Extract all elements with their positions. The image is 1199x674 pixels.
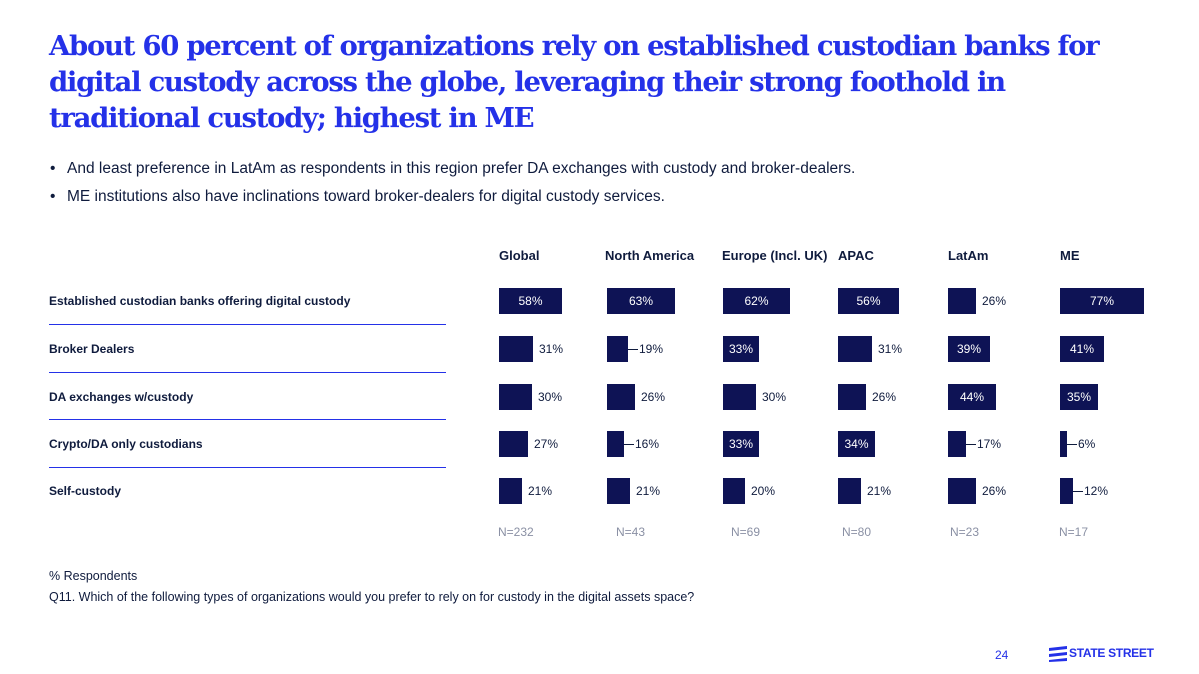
column-header-me: ME [1060, 248, 1080, 263]
data-label-me-3: 6% [1078, 437, 1096, 451]
row-divider [49, 372, 446, 373]
column-header-apac: APAC [838, 248, 874, 263]
data-label-europe-incl-uk-0: 62% [744, 294, 769, 308]
label-leader-me-3 [1067, 444, 1077, 445]
bullet-item: ME institutions also have inclinations t… [49, 186, 1149, 207]
sample-size-global: N=232 [498, 525, 534, 539]
bar-global-1 [499, 336, 533, 362]
bar-global-2 [499, 384, 532, 410]
data-label-apac-1: 31% [878, 342, 903, 356]
bar-apac-0 [838, 288, 899, 314]
data-label-apac-4: 21% [867, 484, 892, 498]
row-divider [49, 467, 446, 468]
data-label-global-0: 58% [518, 294, 543, 308]
data-label-europe-incl-uk-4: 20% [751, 484, 776, 498]
data-label-latam-0: 26% [982, 294, 1007, 308]
bar-global-0 [499, 288, 562, 314]
row-divider [49, 419, 446, 420]
data-label-me-2: 35% [1066, 390, 1092, 404]
bar-me-1 [1060, 336, 1104, 362]
bullet-item: And least preference in LatAm as respond… [49, 158, 1149, 179]
data-label-apac-0: 56% [856, 294, 881, 308]
bar-latam-1 [948, 336, 990, 362]
bar-europe-incl-uk-1 [723, 336, 759, 362]
label-leader-north-america-3 [624, 444, 634, 445]
column-header-latam: LatAm [948, 248, 989, 263]
row-label-crypto-da-only-custodians: Crypto/DA only custodians [49, 437, 203, 451]
bar-europe-incl-uk-3 [723, 431, 759, 457]
row-label-broker-dealers: Broker Dealers [49, 342, 135, 356]
bar-global-4 [499, 478, 522, 504]
label-leader-me-4 [1073, 491, 1083, 492]
data-label-europe-incl-uk-2: 30% [762, 390, 787, 404]
bar-north-america-1 [607, 336, 628, 362]
data-label-north-america-3: 16% [635, 437, 660, 451]
column-header-north-america: North America [605, 248, 695, 263]
bar-europe-incl-uk-2 [723, 384, 756, 410]
logo-text: STATE STREET [1069, 646, 1154, 660]
data-label-global-3: 27% [534, 437, 559, 451]
bar-north-america-2 [607, 384, 635, 410]
bar-me-0 [1060, 288, 1144, 314]
data-label-me-4: 12% [1084, 484, 1109, 498]
footnote-units: % Respondents [49, 569, 138, 583]
bar-apac-1 [838, 336, 872, 362]
data-label-me-1: 41% [1069, 342, 1095, 356]
bar-north-america-0 [607, 288, 675, 314]
label-leader-north-america-1 [628, 349, 638, 350]
bar-latam-0 [948, 288, 976, 314]
bar-latam-3 [948, 431, 966, 457]
bar-me-3 [1060, 431, 1067, 457]
row-label-self-custody: Self-custody [49, 484, 122, 498]
data-label-global-1: 31% [539, 342, 564, 356]
row-divider [49, 324, 446, 325]
bar-latam-4 [948, 478, 976, 504]
bar-apac-2 [838, 384, 866, 410]
sample-size-me: N=17 [1059, 525, 1089, 539]
data-label-apac-2: 26% [872, 390, 897, 404]
row-label-da-exchanges-w-custody: DA exchanges w/custody [49, 390, 194, 404]
data-label-europe-incl-uk-1: 33% [728, 342, 754, 356]
bar-me-2 [1060, 384, 1098, 410]
data-label-apac-3: 34% [844, 437, 869, 451]
sample-size-latam: N=23 [950, 525, 980, 539]
bullet-list: And least preference in LatAm as respond… [49, 158, 1149, 214]
bar-apac-3 [838, 431, 875, 457]
state-street-logo-icon [1049, 646, 1067, 662]
slide-title: About 60 percent of organizations rely o… [49, 30, 1100, 134]
bar-me-4 [1060, 478, 1073, 504]
column-header-global: Global [499, 248, 540, 263]
state-street-logo: STATE STREET [1049, 645, 1154, 663]
sample-size-europe-incl-uk: N=69 [731, 525, 761, 539]
bar-europe-incl-uk-4 [723, 478, 745, 504]
data-label-europe-incl-uk-3: 33% [728, 437, 754, 451]
footnote-question: Q11. Which of the following types of org… [49, 590, 695, 604]
data-label-global-4: 21% [528, 484, 553, 498]
bar-north-america-4 [607, 478, 630, 504]
bar-apac-4 [838, 478, 861, 504]
data-label-latam-3: 17% [977, 437, 1002, 451]
data-label-me-0: 77% [1089, 294, 1115, 308]
bar-europe-incl-uk-0 [723, 288, 790, 314]
data-label-latam-1: 39% [956, 342, 982, 356]
bar-north-america-3 [607, 431, 624, 457]
sample-size-apac: N=80 [842, 525, 872, 539]
data-label-latam-4: 26% [982, 484, 1007, 498]
data-label-global-2: 30% [538, 390, 563, 404]
data-label-north-america-1: 19% [639, 342, 664, 356]
row-label-established-custodian-banks-offering-digital-custody: Established custodian banks offering dig… [49, 294, 351, 308]
bar-global-3 [499, 431, 528, 457]
data-label-north-america-4: 21% [636, 484, 661, 498]
data-label-north-america-2: 26% [641, 390, 666, 404]
data-label-latam-2: 44% [959, 390, 985, 404]
data-label-north-america-0: 63% [628, 294, 654, 308]
bar-latam-2 [948, 384, 996, 410]
sample-size-north-america: N=43 [616, 525, 646, 539]
label-leader-latam-3 [966, 444, 976, 445]
column-header-europe-incl-uk: Europe (Incl. UK) [722, 248, 828, 263]
page-number: 24 [995, 648, 1009, 662]
